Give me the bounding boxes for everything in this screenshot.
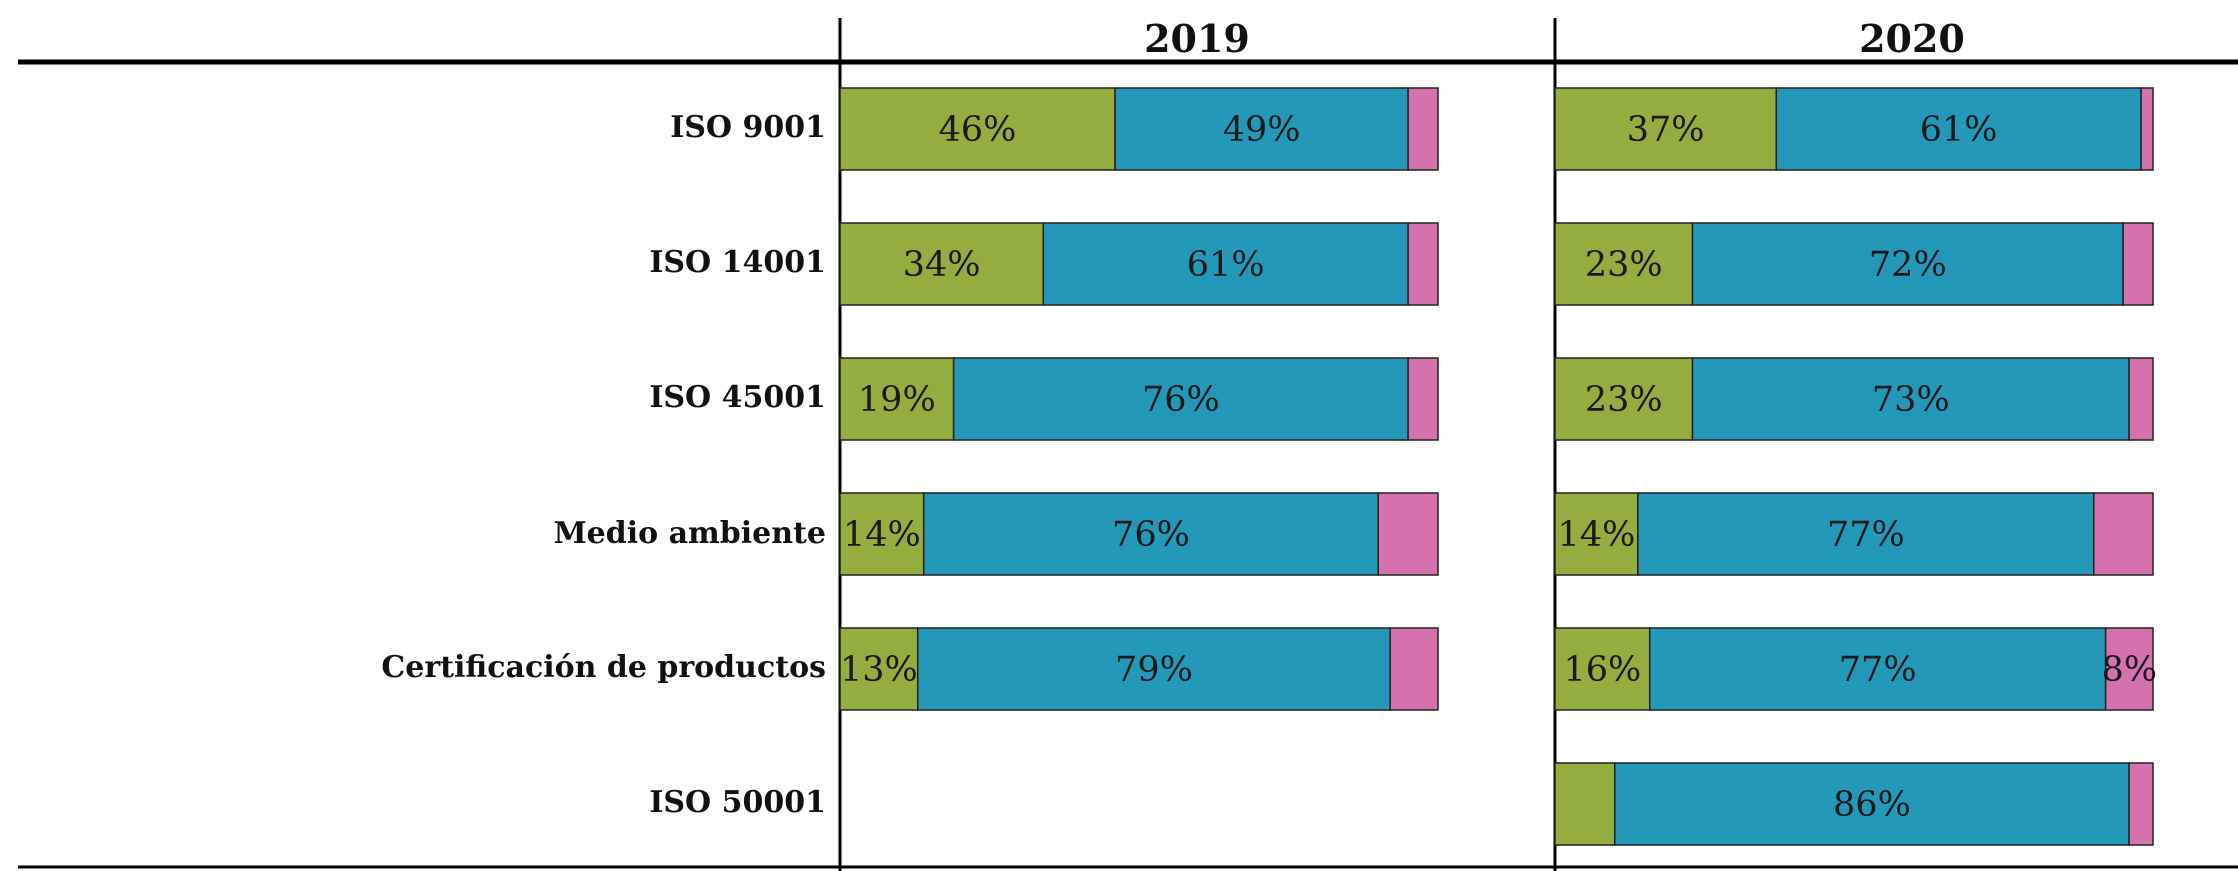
bar-segment xyxy=(1389,627,1439,711)
data-label: 79% xyxy=(1115,650,1193,690)
data-label: 14% xyxy=(1558,515,1636,555)
data-label: 61% xyxy=(1187,245,1265,285)
data-label: 86% xyxy=(1833,785,1911,825)
data-label: 76% xyxy=(1142,380,1220,420)
data-label: 34% xyxy=(903,245,981,285)
category-label: ISO 45001 xyxy=(649,380,826,415)
bar-segment xyxy=(2140,87,2154,171)
bar-segment xyxy=(1042,222,1409,306)
bar-segment xyxy=(916,627,1391,711)
data-label: 72% xyxy=(1869,245,1947,285)
bar-segment xyxy=(2093,492,2154,576)
bar-segment xyxy=(839,222,1045,306)
bar-segment xyxy=(1407,87,1439,171)
bar-segment xyxy=(2122,222,2154,306)
bar-segment xyxy=(1377,492,1439,576)
bar-segment xyxy=(1114,87,1409,171)
bar-segment xyxy=(1554,762,1616,846)
panel-title-2019: 2019 xyxy=(1144,16,1250,61)
bar-segment xyxy=(1554,627,1651,711)
bar-segment xyxy=(2128,357,2154,441)
bar-segment xyxy=(2104,627,2154,711)
bar-segment xyxy=(839,87,1116,171)
data-label: 46% xyxy=(939,110,1017,150)
data-label: 8% xyxy=(2102,650,2158,690)
bar-segment xyxy=(1691,357,2130,441)
data-label: 76% xyxy=(1112,515,1190,555)
data-label: 13% xyxy=(840,650,918,690)
data-label: 23% xyxy=(1585,380,1663,420)
bar-segment xyxy=(839,627,919,711)
bar-segment xyxy=(1648,627,2107,711)
data-label: 49% xyxy=(1223,110,1301,150)
data-label: 61% xyxy=(1920,110,1998,150)
bar-segment xyxy=(839,357,955,441)
category-label: ISO 9001 xyxy=(670,110,826,145)
data-label: 77% xyxy=(1839,650,1917,690)
category-label: Certificación de productos xyxy=(381,650,826,685)
bar-segment xyxy=(1691,222,2124,306)
data-label: 23% xyxy=(1585,245,1663,285)
bar-segment xyxy=(1407,222,1439,306)
category-label: Medio ambiente xyxy=(553,516,826,551)
bar-segment xyxy=(952,357,1409,441)
category-label: ISO 14001 xyxy=(649,245,826,280)
bar-segment xyxy=(1775,87,2142,171)
data-label: 73% xyxy=(1872,380,1950,420)
data-label: 16% xyxy=(1563,650,1641,690)
bar-segment xyxy=(2128,762,2154,846)
panel-title-2020: 2020 xyxy=(1859,16,1965,61)
data-label: 77% xyxy=(1827,515,1905,555)
bar-segment xyxy=(1554,222,1694,306)
data-label: 14% xyxy=(843,515,921,555)
data-label: 37% xyxy=(1627,110,1705,150)
bar-segment xyxy=(1637,492,2095,576)
data-label: 19% xyxy=(858,380,936,420)
category-labels: ISO 9001 ISO 14001 ISO 45001 Medio ambie… xyxy=(381,110,826,820)
bar-segment xyxy=(1614,762,2130,846)
bars: 46% 49% 34% 61% 19% 76% 14% 76% 13% 79% 37% 61% 23% 7… xyxy=(839,87,2158,846)
bar-segment xyxy=(1407,357,1439,441)
bar-segment xyxy=(1554,87,1778,171)
category-label: ISO 50001 xyxy=(649,785,826,820)
